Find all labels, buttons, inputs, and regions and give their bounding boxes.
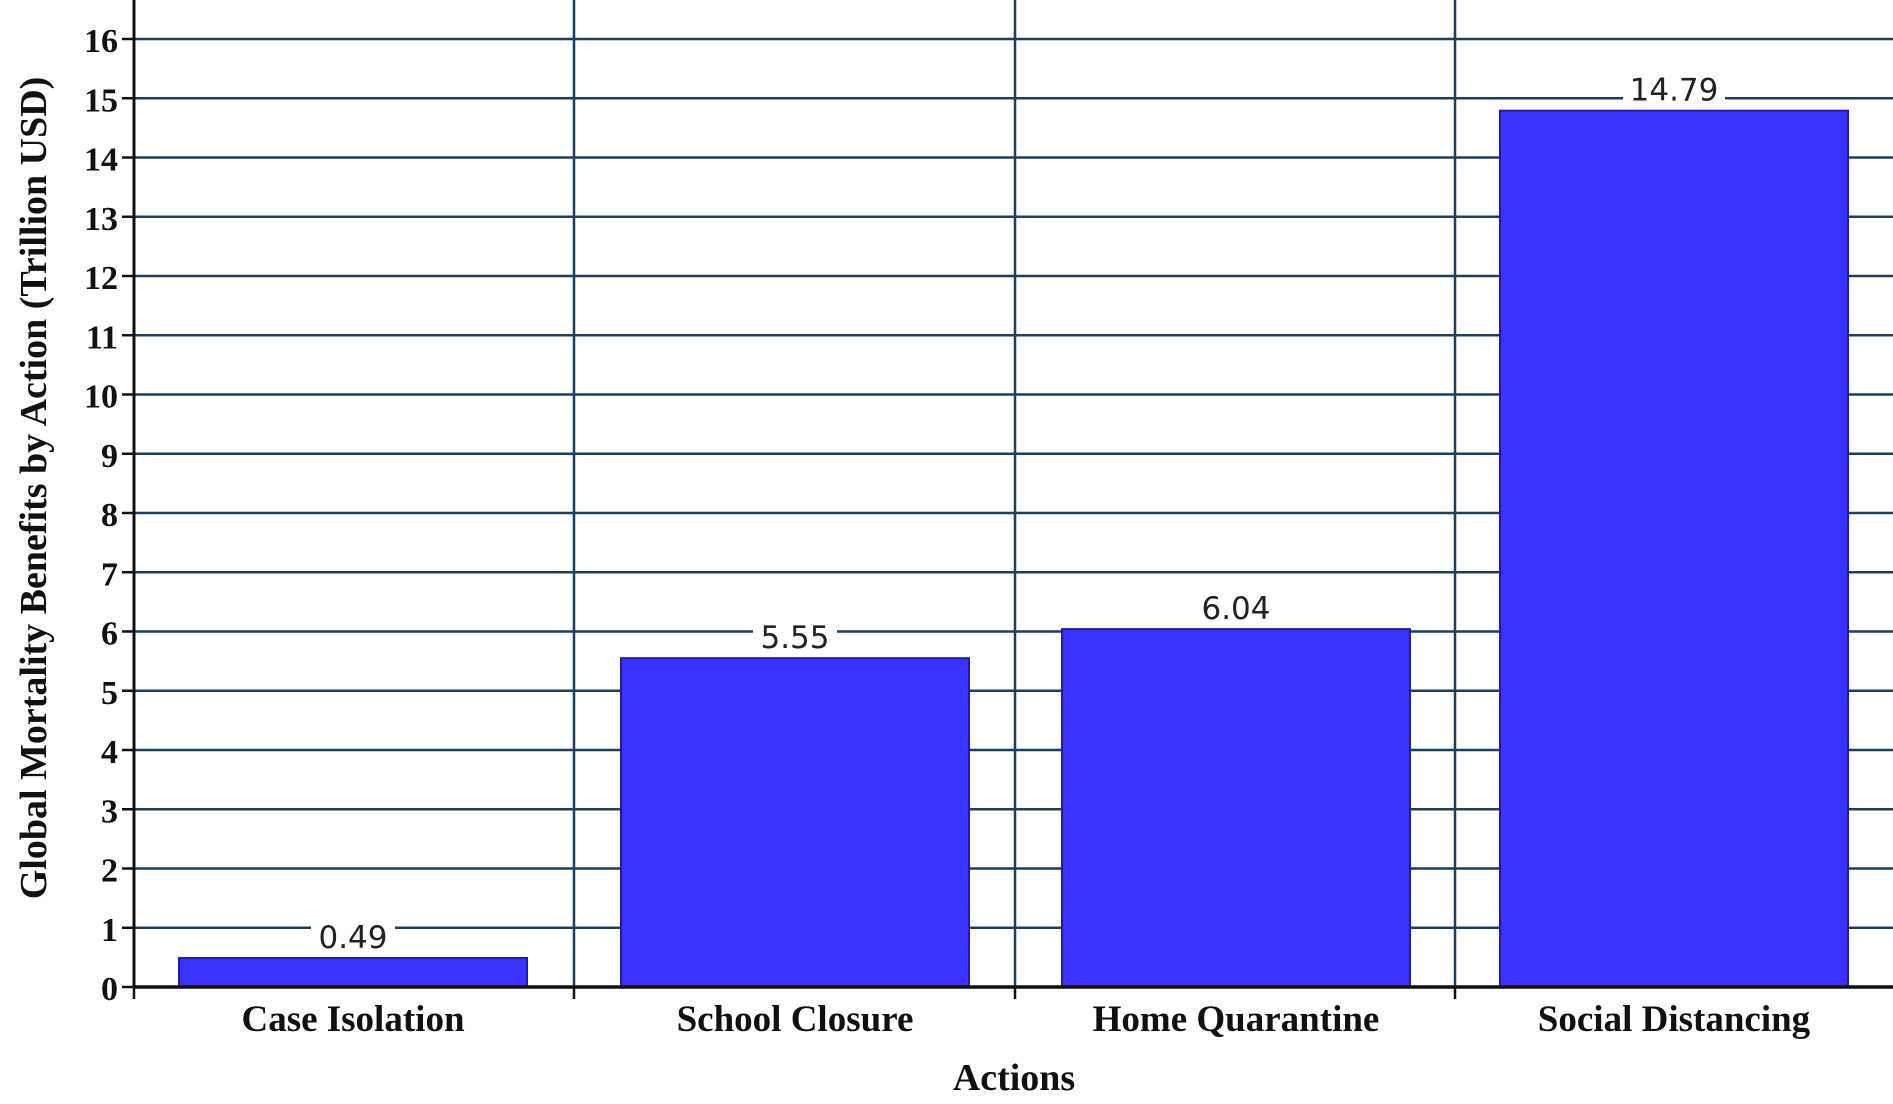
x-axis-title: Actions [953,1057,1075,1099]
data-label: 14.79 [1630,73,1719,109]
data-label: 5.55 [760,620,829,656]
data-label-bg [753,620,837,655]
x-tick-label: School Closure [677,999,914,1040]
bar [1061,628,1411,988]
data-label-bg [1623,72,1725,107]
data-label: 6.04 [1201,591,1270,627]
y-tick-label: 11 [86,319,118,356]
y-tick-label: 0 [101,971,118,1008]
x-tick-label: Case Isolation [241,999,464,1040]
y-tick-label: 10 [84,379,118,416]
y-tick-label: 9 [101,438,118,475]
data-label: 0.49 [318,920,387,956]
data-label-bg [1194,591,1278,626]
y-tick-label: 2 [101,853,118,890]
y-tick-label: 8 [101,497,118,534]
y-tick-label: 4 [101,734,118,771]
y-tick-label: 16 [84,23,118,60]
data-label-bg [311,919,395,954]
y-tick-label: 12 [84,260,118,297]
y-tick-label: 5 [101,675,118,712]
bars [178,109,1849,989]
bar [620,657,970,988]
y-tick-label: 14 [84,142,118,179]
y-tick-label: 7 [101,556,118,593]
bar [1499,109,1849,988]
y-tick-label: 6 [101,616,118,653]
y-tick-label: 15 [84,82,118,119]
x-tick-label: Social Distancing [1538,999,1811,1040]
y-tick-label: 1 [101,912,118,949]
bar [178,956,528,989]
y-axis-title: Global Mortality Benefits by Action (Tri… [13,77,55,900]
x-tick-label: Home Quarantine [1093,999,1380,1040]
data-labels: 0.49 5.55 6.04 14.79 [311,72,1725,956]
y-tick-label: 3 [101,793,118,830]
y-tick-label: 13 [84,201,118,238]
